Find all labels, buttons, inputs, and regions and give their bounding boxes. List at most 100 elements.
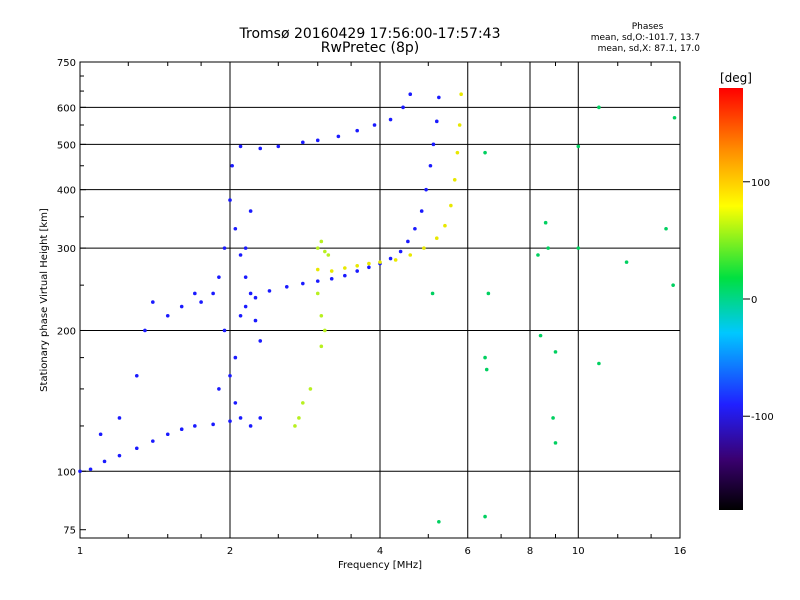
data-point [343, 273, 347, 278]
colorbar-tick-label: 100 [751, 178, 770, 189]
data-point [355, 128, 359, 133]
data-point [193, 424, 197, 428]
data-point [388, 256, 393, 261]
data-point [315, 138, 320, 143]
data-point [211, 422, 215, 427]
data-point [671, 283, 675, 287]
data-point [315, 246, 320, 250]
x-axis-label: Frequency [MHz] [338, 560, 422, 571]
x-tick-label: 16 [674, 546, 687, 557]
data-point [253, 295, 258, 300]
data-point [393, 258, 398, 262]
data-point [117, 453, 122, 458]
data-point [117, 416, 122, 420]
data-point [276, 144, 281, 149]
data-point [319, 344, 324, 349]
x-tick-label: 4 [377, 546, 383, 557]
data-point [238, 253, 243, 257]
data-point [543, 220, 548, 225]
data-point [424, 187, 428, 192]
data-point [315, 267, 320, 272]
data-point [323, 249, 327, 254]
data-point [538, 333, 543, 338]
data-point [372, 123, 377, 127]
data-point [230, 163, 234, 168]
data-point [428, 163, 433, 168]
data-point [430, 291, 435, 296]
data-point [431, 142, 436, 147]
data-point [408, 92, 413, 97]
data-point [284, 284, 289, 289]
y-tick-label: 100 [57, 467, 76, 478]
data-point [88, 467, 93, 472]
data-point [484, 367, 489, 372]
data-point [301, 140, 305, 145]
data-point [329, 276, 334, 281]
y-tick-label: 750 [57, 58, 76, 69]
data-point [672, 115, 677, 120]
data-point [536, 253, 540, 257]
plot-area: 1 2 4 6 8 10 16 75 100 200 300 400 500 600 750 Frequenc… [39, 58, 686, 571]
data-point [211, 291, 215, 296]
phase-stats: Phases mean, sd,O:-101.7, 13.7 mean, sd,… [575, 22, 700, 55]
data-point [233, 401, 238, 405]
data-point [452, 177, 457, 182]
data-point [434, 236, 439, 241]
chart-title-line1: Tromsø 20160429 17:56:00-17:57:43 [239, 26, 501, 42]
y-tick-label: 300 [57, 244, 76, 255]
y-tick-label: 500 [57, 140, 76, 151]
data-point [624, 260, 629, 264]
data-point [551, 416, 555, 420]
data-point [258, 146, 263, 151]
data-point [486, 291, 491, 296]
data-point [319, 313, 324, 318]
data-point [217, 275, 221, 279]
data-point [355, 263, 359, 268]
data-point [98, 432, 103, 437]
data-point [553, 350, 558, 354]
data-point [443, 223, 447, 228]
y-tick-label: 400 [57, 186, 76, 197]
data-point [238, 416, 243, 420]
data-point [293, 424, 297, 428]
data-point [597, 105, 601, 110]
phase-stats-x: mean, sd,X: 87.1, 17.0 [597, 44, 700, 54]
data-point [258, 416, 263, 420]
phase-stats-label: Phases [631, 22, 664, 32]
data-point [437, 519, 441, 524]
data-point [243, 275, 248, 279]
data-point [315, 279, 320, 283]
y-tick-label: 600 [57, 103, 76, 114]
data-point [355, 269, 359, 273]
data-point [217, 387, 221, 391]
data-point [222, 328, 227, 333]
data-point [165, 432, 170, 437]
x-tick-label: 6 [465, 546, 471, 557]
x-tick-label: 1 [77, 546, 83, 557]
data-point [248, 291, 253, 296]
data-point [413, 226, 417, 231]
data-point [388, 117, 393, 122]
data-point [238, 144, 243, 149]
data-point [483, 150, 487, 155]
data-point [102, 459, 107, 464]
data-point [267, 289, 272, 293]
data-point [459, 92, 463, 97]
data-point [546, 246, 550, 250]
data-point [258, 339, 263, 343]
data-point [343, 266, 347, 270]
data-point [165, 313, 170, 318]
data-point [323, 328, 327, 333]
data-point [664, 226, 668, 231]
y-tick-label: 75 [63, 526, 76, 537]
data-point [193, 291, 197, 296]
colorbar-tick-label: -100 [751, 412, 774, 423]
phase-stats-o: mean, sd,O:-101.7, 13.7 [590, 33, 700, 43]
data-point [326, 253, 331, 257]
data-point [248, 209, 253, 213]
colorbar-tick-label: 0 [751, 295, 757, 306]
data-point [576, 246, 581, 250]
data-point [422, 246, 426, 250]
data-point [483, 514, 487, 519]
data-point [143, 328, 147, 333]
